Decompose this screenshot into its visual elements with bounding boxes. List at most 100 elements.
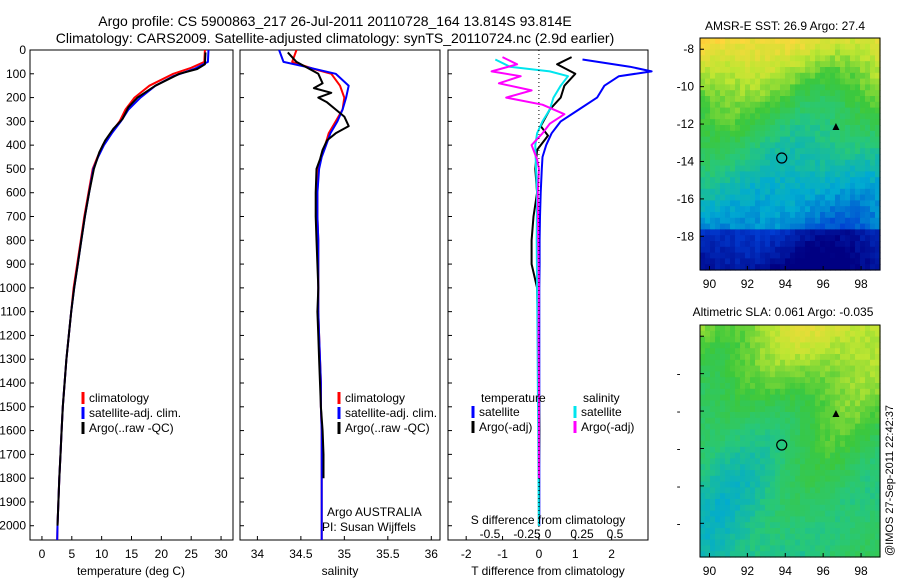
- float-position-marker: [776, 152, 788, 164]
- depth-tick-label: 1900: [0, 495, 26, 509]
- sla-map-x-tick-label: 92: [741, 564, 755, 578]
- series-line-0-0: [56, 49, 206, 541]
- sla-map-frame: [699, 324, 881, 558]
- t-diff-tick-label: 0: [536, 547, 543, 561]
- sst-map-x-tick-label: 96: [816, 277, 830, 291]
- series-line-1-2: [287, 51, 350, 479]
- depth-tick-label: 500: [6, 162, 26, 176]
- depth-tick-label: 300: [6, 114, 26, 128]
- diff-legend-temp-header: temperature: [481, 391, 546, 405]
- t-diff-tick-label: -2: [461, 547, 472, 561]
- salinity-legend-label: climatology: [345, 391, 405, 405]
- temperature-x-tick-label: 25: [185, 547, 199, 561]
- s-diff-tick-label: 0: [545, 527, 552, 541]
- depth-tick-label: 1200: [0, 328, 26, 342]
- temperature-x-tick-label: 5: [68, 547, 75, 561]
- sst-map-y-tick-label: -14: [677, 154, 695, 168]
- float-track-marker: ▲: [830, 406, 842, 420]
- diff-sal-legend-label: satellite: [581, 405, 622, 419]
- depth-tick-label: 0: [19, 43, 26, 57]
- depth-tick-label: 1500: [0, 400, 26, 414]
- profile-panel-frame: [239, 49, 441, 541]
- t-diff-tick-label: -1: [497, 547, 508, 561]
- depth-tick-label: 1600: [0, 424, 26, 438]
- salinity-x-tick-label: 36: [425, 547, 439, 561]
- figure-title-line1: Argo profile: CS 5900863_217 26-Jul-2011…: [98, 13, 572, 29]
- sst-map-x-tick-label: 98: [854, 277, 868, 291]
- series-line-2-3: [490, 56, 566, 479]
- depth-tick-label: 1100: [0, 305, 26, 319]
- diff-sal-legend-label: Argo(-adj): [581, 420, 634, 434]
- float-position-marker: [776, 439, 788, 451]
- sst-map-y-tick-label: -16: [677, 192, 695, 206]
- temperature-x-tick-label: 0: [39, 547, 46, 561]
- sst-map-heatmap: [700, 38, 881, 271]
- depth-tick-label: 600: [6, 186, 26, 200]
- s-diff-label: S difference from climatology: [471, 513, 626, 527]
- salinity-legend-label: satellite-adj. clim.: [345, 406, 437, 420]
- s-diff-tick-label: 0.5: [607, 527, 624, 541]
- diff-temp-legend-label: satellite: [479, 405, 520, 419]
- sst-map-y-tick-label: -12: [677, 117, 695, 131]
- sst-map-y-tick-label: -8: [683, 42, 694, 56]
- sst-map-x-tick-label: 90: [703, 277, 717, 291]
- temperature-x-tick-label: 30: [214, 547, 228, 561]
- diff-legend-sal-header: salinity: [583, 391, 620, 405]
- temperature-x-tick-label: 20: [155, 547, 169, 561]
- series-line-2-2: [494, 58, 569, 526]
- depth-tick-label: 1000: [0, 281, 26, 295]
- depth-tick-label: 1700: [0, 447, 26, 461]
- depth-tick-label: 200: [6, 91, 26, 105]
- figure-title-line2: Climatology: CARS2009. Satellite-adjuste…: [55, 30, 615, 46]
- sla-map-x-tick-label: 98: [854, 564, 868, 578]
- temperature-x-label: temperature (deg C): [77, 564, 185, 578]
- s-diff-tick-label: -0.25: [513, 527, 541, 541]
- profile-panel-frame: [447, 49, 649, 541]
- t-diff-tick-label: 1: [572, 547, 579, 561]
- sla-map-x-tick-label: 90: [703, 564, 717, 578]
- temperature-legend-label: climatology: [89, 391, 149, 405]
- float-track-marker: ▲: [830, 119, 842, 133]
- t-diff-tick-label: 2: [608, 547, 615, 561]
- series-line-1-1: [278, 49, 350, 540]
- sst-map-y-tick-label: -10: [677, 80, 695, 94]
- depth-tick-label: 1800: [0, 471, 26, 485]
- s-diff-tick-label: -0.5: [480, 527, 501, 541]
- depth-tick-label: 100: [6, 67, 26, 81]
- sla-map-title: Altimetric SLA: 0.061 Argo: -0.035: [692, 305, 874, 319]
- t-diff-label: T difference from climatology: [471, 564, 625, 578]
- series-line-2-0: [538, 58, 653, 526]
- temperature-legend-label: Argo(..raw -QC): [89, 421, 174, 435]
- temperature-x-tick-label: 10: [95, 547, 109, 561]
- salinity-x-tick-label: 35.5: [376, 547, 400, 561]
- depth-tick-label: 700: [6, 210, 26, 224]
- salinity-legend-label: Argo(..raw -QC): [345, 421, 430, 435]
- argo-program-note: Argo AUSTRALIA: [327, 505, 422, 519]
- sla-map-x-tick-label: 96: [816, 564, 830, 578]
- depth-tick-label: 1300: [0, 352, 26, 366]
- s-diff-tick-label: 0.25: [570, 527, 594, 541]
- pi-note: PI: Susan Wijffels: [322, 520, 416, 534]
- temperature-legend-label: satellite-adj. clim.: [89, 406, 181, 420]
- temperature-x-tick-label: 15: [125, 547, 139, 561]
- sst-map-x-tick-label: 92: [741, 277, 755, 291]
- depth-tick-label: 900: [6, 257, 26, 271]
- salinity-x-tick-label: 34.5: [289, 547, 313, 561]
- salinity-x-tick-label: 35: [338, 547, 352, 561]
- depth-tick-label: 800: [6, 233, 26, 247]
- sla-map-blank: [680, 325, 700, 557]
- depth-tick-label: 1400: [0, 376, 26, 390]
- sla-map-heatmap: [700, 325, 881, 558]
- sst-map-frame: [699, 37, 881, 271]
- salinity-x-label: salinity: [322, 564, 359, 578]
- depth-tick-label: 400: [6, 138, 26, 152]
- salinity-x-tick-label: 34: [251, 547, 265, 561]
- series-line-0-2: [56, 52, 207, 526]
- depth-tick-label: 2000: [0, 519, 26, 533]
- sst-map-title: AMSR-E SST: 26.9 Argo: 27.4: [704, 19, 866, 33]
- sst-map-x-tick-label: 94: [779, 277, 793, 291]
- sla-map-x-tick-label: 94: [779, 564, 793, 578]
- series-line-0-1: [56, 49, 210, 541]
